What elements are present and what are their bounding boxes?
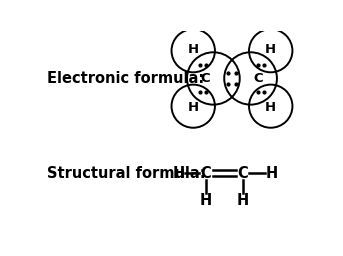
Text: Structural formula:: Structural formula: (47, 166, 205, 181)
Text: C: C (201, 72, 211, 85)
Text: C: C (253, 72, 263, 85)
Text: C: C (237, 166, 248, 181)
Text: Electronic formula:: Electronic formula: (47, 71, 204, 86)
Text: H: H (265, 101, 276, 114)
Text: H: H (265, 43, 276, 56)
Text: H: H (265, 166, 277, 181)
Text: H: H (237, 193, 249, 208)
Text: C: C (200, 166, 211, 181)
Text: H: H (188, 43, 199, 56)
Text: H: H (188, 101, 199, 114)
Text: H: H (173, 166, 185, 181)
Text: H: H (200, 193, 212, 208)
